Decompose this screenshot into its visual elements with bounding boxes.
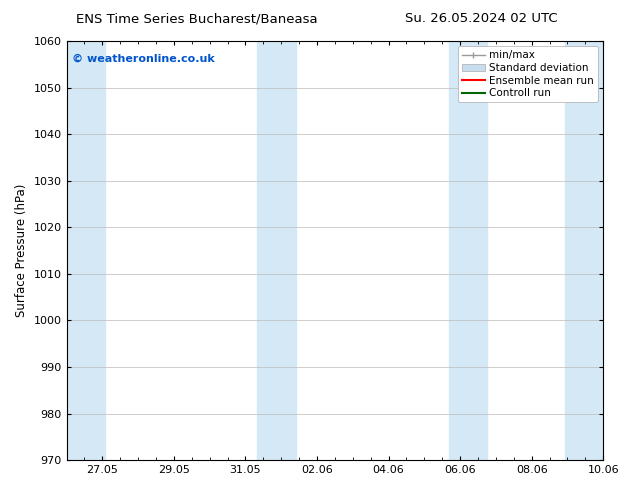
Legend: min/max, Standard deviation, Ensemble mean run, Controll run: min/max, Standard deviation, Ensemble me…: [458, 46, 598, 102]
Y-axis label: Surface Pressure (hPa): Surface Pressure (hPa): [15, 184, 28, 318]
Bar: [449, 41, 488, 460]
Text: Su. 26.05.2024 02 UTC: Su. 26.05.2024 02 UTC: [405, 12, 558, 25]
Bar: [257, 41, 296, 460]
Text: ENS Time Series Bucharest/Baneasa: ENS Time Series Bucharest/Baneasa: [76, 12, 318, 25]
Text: © weatheronline.co.uk: © weatheronline.co.uk: [72, 53, 215, 64]
Bar: [564, 41, 603, 460]
Bar: [67, 41, 105, 460]
